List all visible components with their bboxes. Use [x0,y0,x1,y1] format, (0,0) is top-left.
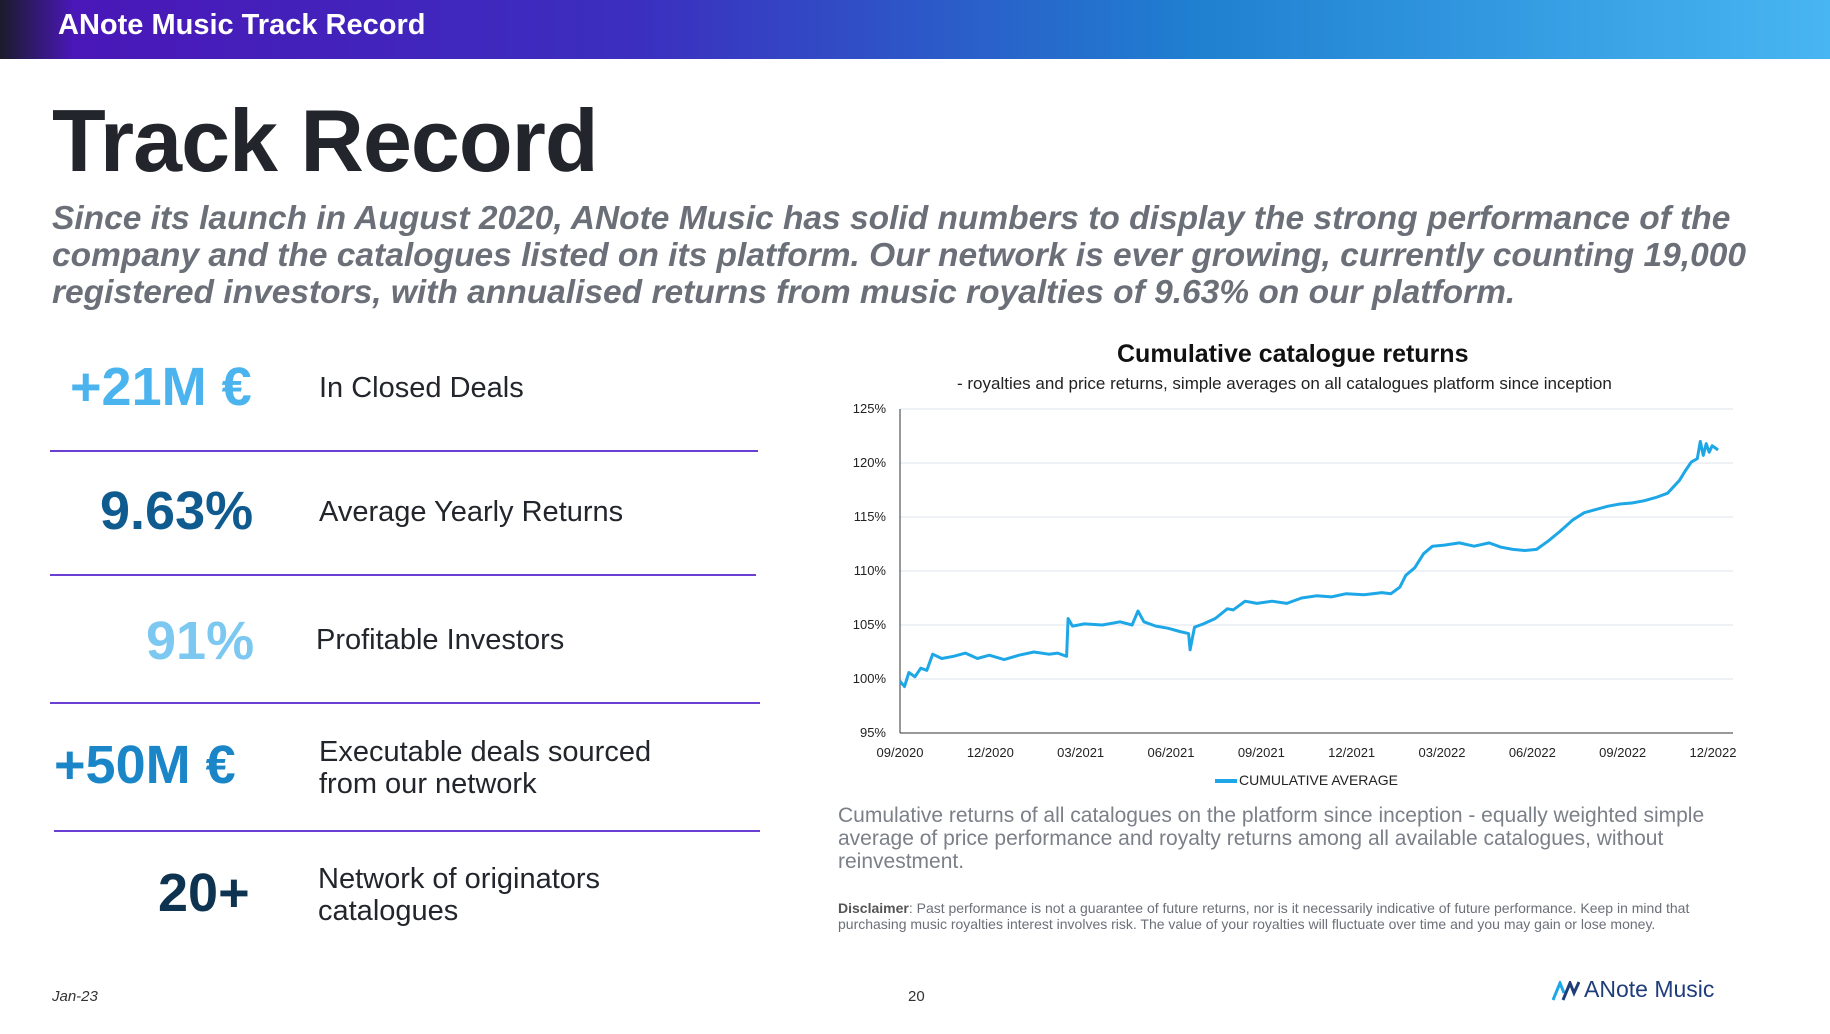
stat-value-executable-deals: +50M € [54,735,236,795]
stat-label-line: Executable deals sourced [319,736,652,768]
x-tick-label: 03/2021 [1057,745,1104,760]
y-tick-label: 95% [860,725,886,740]
stat-label-closed-deals: In Closed Deals [319,372,524,404]
stat-label-line: from our network [319,768,537,800]
intro-paragraph: Since its launch in August 2020, ANote M… [52,200,1746,311]
x-tick-label: 09/2022 [1599,745,1646,760]
top-banner: ANote Music Track Record [0,0,1830,59]
y-tick-label: 120% [853,455,887,470]
x-tick-label: 09/2021 [1238,745,1285,760]
stat-divider [50,450,758,452]
footer-date: Jan-23 [52,988,98,1005]
stat-label-executable-deals: Executable deals sourced from our networ… [319,736,651,800]
page-title: Track Record [52,91,599,190]
stat-value-yearly-returns: 9.63% [100,481,254,541]
stat-value-closed-deals: +21M € [70,357,252,417]
x-tick-label: 06/2021 [1148,745,1195,760]
stat-label-originators: Network of originators catalogues [318,863,600,927]
x-tick-label: 12/2020 [967,745,1014,760]
y-tick-label: 115% [854,509,887,524]
disclaimer-label: Disclaimer [838,900,909,916]
x-tick-label: 09/2020 [877,745,924,760]
x-tick-label: 06/2022 [1509,745,1556,760]
logo-text: ANote Music [1584,976,1715,1002]
disclaimer: Disclaimer: Past performance is not a gu… [838,900,1738,932]
y-tick-label: 100% [853,671,887,686]
anote-logo-icon [1552,980,1580,1001]
stat-value-profitable-investors: 91% [146,611,255,671]
returns-line-chart: 125% 120% 115% 110% 105% 100% 95% 09/2020 12/202… [853,401,1737,760]
chart-title: Cumulative catalogue returns [1117,340,1469,368]
chart-subtitle: - royalties and price returns, simple av… [957,374,1612,393]
stat-divider [50,702,760,704]
x-tick-label: 12/2021 [1328,745,1375,760]
x-tick-label: 03/2022 [1419,745,1466,760]
disclaimer-text: : Past performance is not a guarantee of… [838,900,1690,932]
x-tick-label: 12/2022 [1690,745,1737,760]
stat-label-profitable-investors: Profitable Investors [316,624,565,656]
stat-divider [54,830,760,832]
stat-value-originators: 20+ [158,863,250,923]
stat-label-line: catalogues [318,895,459,927]
page-number: 20 [908,988,925,1005]
chart-caption: Cumulative returns of all catalogues on … [838,804,1705,873]
y-tick-label: 105% [853,617,887,632]
chart-legend: CUMULATIVE AVERAGE [1215,772,1398,788]
y-tick-label: 110% [854,563,887,578]
stat-divider [50,574,756,576]
anote-logo: ANote Music [1552,976,1714,1003]
y-tick-label: 125% [853,401,887,416]
banner-title: ANote Music Track Record [58,9,426,41]
stat-label-yearly-returns: Average Yearly Returns [319,496,624,528]
legend-swatch [1215,779,1237,784]
legend-label: CUMULATIVE AVERAGE [1239,772,1398,788]
stat-label-line: Network of originators [318,863,601,895]
series-line-cumulative-average [898,439,1719,689]
